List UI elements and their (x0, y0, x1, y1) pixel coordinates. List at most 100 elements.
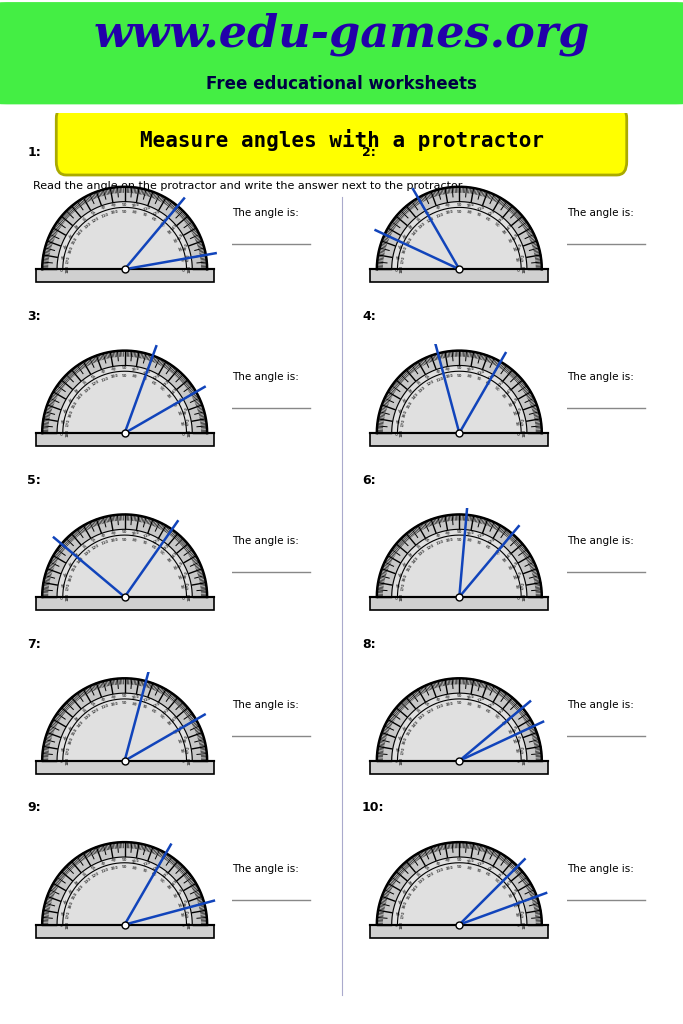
Text: 170: 170 (520, 254, 526, 262)
Text: 30: 30 (400, 561, 406, 568)
Text: 100: 100 (132, 530, 140, 536)
Text: 70: 70 (99, 206, 106, 211)
Text: 110: 110 (435, 867, 444, 874)
Text: 0: 0 (515, 596, 518, 598)
Text: 20: 20 (176, 247, 181, 253)
Text: 0: 0 (515, 268, 518, 270)
Text: 180: 180 (400, 593, 404, 601)
Text: 10: 10 (179, 256, 184, 262)
Text: 0: 0 (58, 760, 62, 762)
Bar (370, 597, 548, 610)
Text: 90: 90 (122, 367, 128, 371)
Text: 50: 50 (492, 878, 499, 884)
Text: 60: 60 (89, 210, 96, 216)
Text: 40: 40 (500, 721, 507, 727)
Text: 110: 110 (435, 540, 444, 547)
Text: 100: 100 (132, 203, 140, 208)
Text: 70: 70 (475, 705, 482, 710)
Text: 100: 100 (445, 865, 454, 870)
Bar (370, 269, 548, 283)
Text: 100: 100 (110, 701, 119, 707)
Text: 150: 150 (71, 399, 79, 409)
Text: 70: 70 (434, 534, 441, 539)
Text: 130: 130 (418, 877, 427, 885)
Polygon shape (42, 350, 207, 433)
Text: 10: 10 (179, 584, 184, 590)
Text: 160: 160 (517, 243, 523, 252)
Text: 140: 140 (411, 228, 419, 237)
Text: 50: 50 (158, 222, 165, 228)
Text: 120: 120 (152, 209, 162, 217)
Text: 90: 90 (456, 210, 462, 214)
Text: 50: 50 (158, 550, 165, 556)
Text: 160: 160 (68, 409, 74, 418)
Text: 160: 160 (517, 898, 523, 907)
Text: 0: 0 (393, 596, 397, 598)
Text: 90: 90 (456, 203, 462, 207)
Text: 180: 180 (187, 921, 191, 929)
Text: 40: 40 (72, 716, 79, 723)
Text: 170: 170 (66, 419, 71, 428)
Text: 160: 160 (68, 572, 74, 582)
Text: 180: 180 (187, 757, 191, 765)
Polygon shape (42, 186, 207, 269)
Text: 20: 20 (395, 408, 402, 415)
Text: 80: 80 (466, 865, 473, 870)
Text: 70: 70 (434, 370, 441, 375)
Polygon shape (377, 514, 542, 597)
Text: 120: 120 (152, 373, 162, 381)
Text: 130: 130 (418, 549, 427, 557)
Text: 90: 90 (122, 530, 128, 535)
Text: 130: 130 (83, 713, 92, 721)
Text: 90: 90 (456, 865, 462, 869)
Text: 150: 150 (512, 888, 519, 897)
Text: 50: 50 (80, 544, 87, 551)
Text: 60: 60 (150, 380, 156, 386)
Text: 20: 20 (176, 902, 181, 908)
Text: 120: 120 (426, 380, 435, 387)
Text: 130: 130 (83, 385, 92, 393)
Text: 60: 60 (485, 708, 491, 714)
Text: 110: 110 (142, 860, 152, 867)
Text: 40: 40 (406, 388, 413, 395)
Text: 20: 20 (395, 735, 402, 742)
Text: 40: 40 (72, 552, 79, 559)
Text: 100: 100 (466, 694, 475, 699)
Text: 80: 80 (132, 701, 138, 707)
Text: 90: 90 (122, 858, 128, 862)
Text: 110: 110 (435, 212, 444, 219)
Text: 170: 170 (66, 746, 71, 756)
Text: 130: 130 (162, 379, 171, 388)
Text: 160: 160 (68, 736, 74, 745)
Text: 150: 150 (71, 891, 79, 900)
Text: 140: 140 (76, 392, 85, 400)
Text: 170: 170 (186, 418, 191, 426)
Text: 0: 0 (515, 432, 518, 434)
Polygon shape (42, 842, 207, 925)
Text: 90: 90 (122, 701, 128, 706)
Bar (36, 925, 214, 938)
Text: 170: 170 (400, 419, 406, 428)
Text: 0: 0 (515, 924, 518, 926)
Polygon shape (42, 514, 207, 597)
Text: 130: 130 (497, 870, 505, 880)
Text: 100: 100 (445, 374, 454, 379)
Text: 20: 20 (510, 247, 516, 253)
Text: 170: 170 (520, 909, 526, 918)
Text: 20: 20 (176, 411, 181, 417)
Text: 50: 50 (415, 871, 421, 879)
Text: 10: 10 (393, 255, 398, 261)
Text: 110: 110 (142, 369, 152, 376)
Text: 10: 10 (59, 746, 64, 753)
Text: 140: 140 (170, 387, 178, 396)
Text: 70: 70 (434, 861, 441, 866)
Bar (36, 761, 214, 774)
Text: 180: 180 (187, 429, 191, 437)
Text: 30: 30 (506, 238, 512, 244)
Text: 110: 110 (477, 205, 486, 212)
Text: 50: 50 (158, 878, 165, 884)
Text: 170: 170 (66, 255, 71, 264)
Polygon shape (377, 350, 542, 433)
Text: 70: 70 (475, 213, 482, 218)
Text: 50: 50 (80, 871, 87, 879)
